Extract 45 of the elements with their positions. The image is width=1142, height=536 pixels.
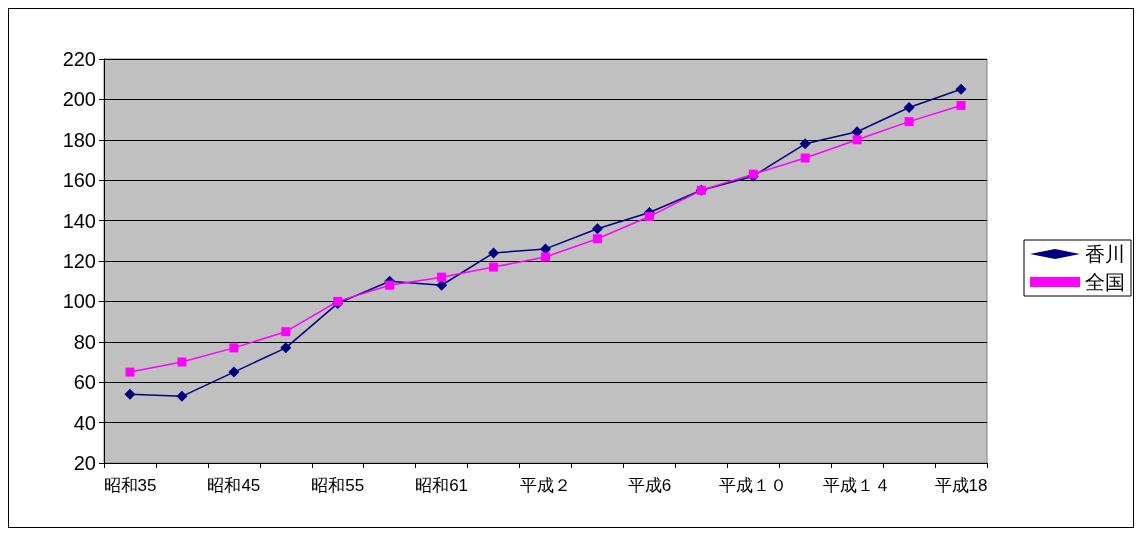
point	[541, 252, 550, 262]
point	[904, 117, 914, 127]
x-tick-label: 平成18	[934, 476, 988, 495]
point	[229, 343, 239, 353]
point	[592, 234, 602, 244]
point	[903, 101, 915, 113]
point	[228, 366, 240, 378]
x-tick-label: 昭和45	[207, 476, 261, 495]
y-tick-label: 80	[73, 330, 96, 353]
x-tick-label: 平成１０	[719, 476, 788, 495]
point	[280, 342, 292, 354]
point	[644, 212, 654, 222]
point	[489, 262, 499, 272]
y-tick-label: 120	[62, 250, 96, 272]
point	[956, 100, 966, 110]
x-tick-label: 昭和55	[311, 476, 365, 495]
x-tick-label: 昭和35	[103, 476, 157, 495]
legend-label: 全国	[1085, 271, 1125, 293]
point	[591, 223, 603, 235]
point	[852, 135, 862, 145]
y-tick-label: 100	[62, 290, 96, 313]
point	[176, 390, 188, 402]
y-tick-label: 60	[73, 371, 96, 394]
y-tick-label: 140	[62, 209, 96, 232]
legend-label: 香川	[1085, 243, 1125, 265]
y-tick-label: 180	[62, 128, 96, 151]
point	[488, 247, 500, 259]
point	[385, 280, 395, 290]
point	[955, 83, 967, 95]
point	[800, 153, 810, 163]
x-tick-label: 平成１４	[823, 476, 892, 495]
x-tick-label: 平成２	[520, 476, 571, 495]
x-tick-label: 平成6	[627, 476, 672, 495]
point	[281, 327, 291, 337]
y-tick-label: 160	[62, 169, 96, 192]
point	[125, 367, 135, 377]
point	[124, 388, 136, 400]
point	[437, 272, 447, 282]
point	[177, 357, 187, 367]
y-tick-label: 220	[62, 48, 96, 70]
x-tick-label: 昭和61	[415, 476, 469, 495]
y-tick-label: 40	[73, 411, 96, 434]
point	[799, 138, 811, 150]
y-tick-label: 20	[73, 452, 96, 474]
y-tick-label: 200	[62, 88, 96, 111]
